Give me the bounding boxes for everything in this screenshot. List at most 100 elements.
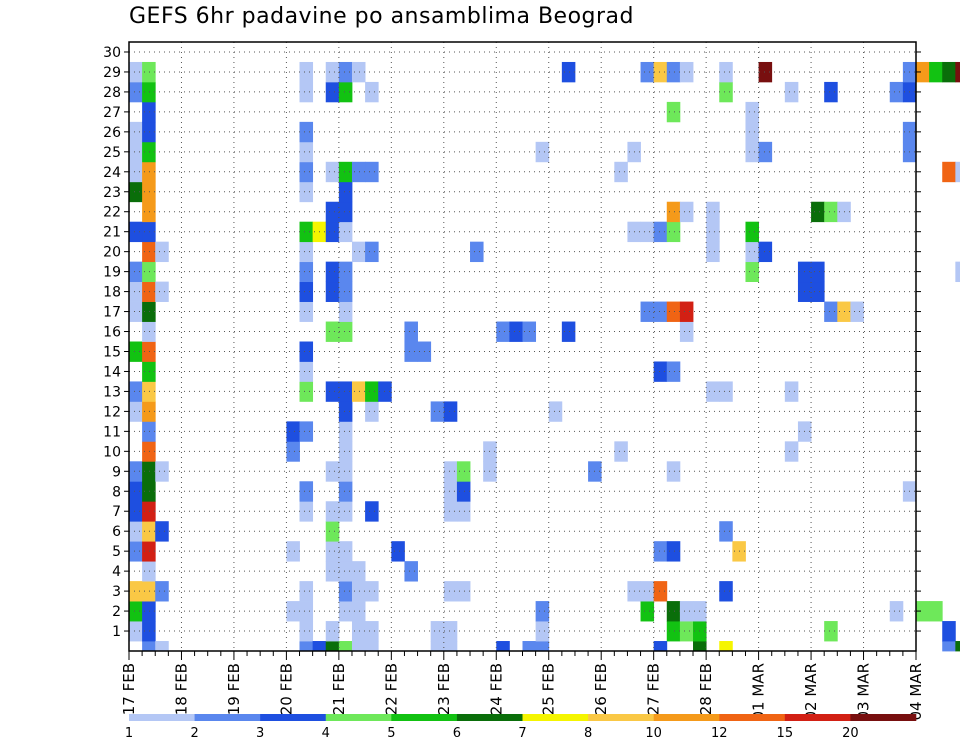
y-tick-label: 6	[112, 524, 121, 540]
heatmap-cell	[129, 301, 143, 322]
heatmap-cell	[365, 241, 379, 263]
x-tick-label: 01 MAR	[750, 663, 768, 720]
heatmap-cell	[456, 581, 471, 602]
heatmap-cell	[142, 81, 156, 103]
heatmap-cell	[325, 641, 340, 652]
heatmap-cell	[942, 621, 956, 642]
heatmap-cell	[338, 61, 353, 83]
heatmap-cell	[666, 221, 681, 243]
y-tick-label: 14	[103, 364, 121, 380]
heatmap-cell	[430, 621, 445, 642]
heatmap-cell	[155, 641, 169, 652]
heatmap-cell	[129, 541, 143, 562]
heatmap-cell	[129, 461, 143, 482]
heatmap-cell	[784, 381, 799, 402]
x-tick-label: 02 MAR	[802, 663, 820, 720]
heatmap-cell	[430, 401, 445, 422]
heatmap-cell	[365, 161, 379, 183]
heatmap-cell	[666, 601, 681, 622]
colorbar-label: 20	[842, 726, 859, 741]
heatmap-cell	[456, 501, 471, 522]
heatmap-cell	[522, 641, 537, 652]
heatmap-cell	[338, 201, 353, 223]
heatmap-cell	[299, 501, 314, 522]
colorbar-segment	[850, 714, 917, 721]
heatmap-cell	[758, 241, 773, 263]
y-tick-label: 13	[103, 384, 121, 400]
heatmap-cell	[325, 561, 340, 582]
heatmap-cell	[719, 61, 733, 83]
heatmap-cell	[142, 221, 156, 243]
heatmap-cell	[824, 81, 838, 103]
heatmap-cell	[679, 301, 694, 322]
heatmap-cell	[299, 481, 314, 502]
colorbar-label: 3	[256, 726, 264, 741]
heatmap-cell	[338, 541, 353, 562]
heatmap-cell	[299, 581, 314, 602]
colorbar-segment	[588, 714, 654, 721]
grid-lines	[129, 42, 916, 651]
y-tick-label: 4	[112, 564, 121, 580]
y-tick-label: 28	[103, 85, 121, 101]
x-tick-label: 21 FEB	[330, 663, 348, 715]
heatmap-cell	[142, 341, 156, 362]
heatmap-cell	[142, 201, 156, 223]
heatmap-cell	[889, 601, 904, 622]
heatmap-cell	[338, 561, 353, 582]
heatmap-cell	[325, 461, 340, 482]
heatmap-cell	[784, 81, 799, 103]
heatmap-cell	[299, 221, 314, 243]
heatmap-cell	[299, 81, 314, 103]
heatmap-cell	[338, 81, 353, 103]
heatmap-cell	[142, 561, 156, 582]
heatmap-cell	[679, 61, 694, 83]
heatmap-cell	[653, 541, 668, 562]
heatmap-cell	[456, 461, 471, 482]
y-tick-label: 23	[103, 185, 121, 201]
heatmap-cell	[351, 161, 366, 183]
heatmap-cell	[666, 301, 681, 322]
heatmap-cell	[614, 161, 628, 183]
heatmap-cell	[142, 441, 156, 462]
heatmap-cell	[129, 501, 143, 522]
heatmap-cell	[325, 201, 340, 223]
heatmap-cell	[942, 161, 956, 183]
colorbar-segment	[391, 714, 458, 721]
heatmap-cell	[299, 241, 314, 263]
y-tick-label: 2	[112, 604, 121, 620]
heatmap-cell	[129, 621, 143, 642]
heatmap-cell	[286, 441, 300, 462]
heatmap-cell	[509, 321, 523, 342]
heatmap-cell	[325, 261, 340, 283]
heatmap-cell	[129, 381, 143, 402]
heatmap-cell	[142, 641, 156, 652]
heatmap-cell	[706, 241, 720, 263]
heatmap-cell	[745, 121, 759, 143]
y-tick-label: 5	[112, 544, 121, 560]
heatmap-cell	[299, 381, 314, 402]
colorbar-segment	[653, 714, 720, 721]
y-tick-label: 10	[103, 444, 121, 460]
heatmap-cell	[653, 61, 668, 83]
heatmap-cell	[653, 361, 668, 382]
heatmap-cell	[142, 161, 156, 183]
heatmap-cell	[955, 641, 960, 652]
heatmap-cell	[299, 61, 314, 83]
colorbar-label: 12	[711, 726, 728, 741]
heatmap-cell	[456, 481, 471, 502]
heatmap-cell	[430, 641, 445, 652]
heatmap-cell	[811, 201, 825, 223]
heatmap-cell	[155, 281, 169, 302]
heatmap-cell	[351, 581, 366, 602]
heatmap-cell	[811, 281, 825, 302]
y-tick-label: 11	[103, 424, 121, 440]
heatmap-cell	[955, 161, 960, 183]
x-tick-label: 03 MAR	[855, 663, 873, 720]
heatmap-cell	[653, 221, 668, 243]
heatmap-cell	[338, 401, 353, 422]
heatmap-cell	[666, 621, 681, 642]
colorbar-label: 4	[322, 726, 330, 741]
heatmap-cell	[955, 61, 960, 83]
